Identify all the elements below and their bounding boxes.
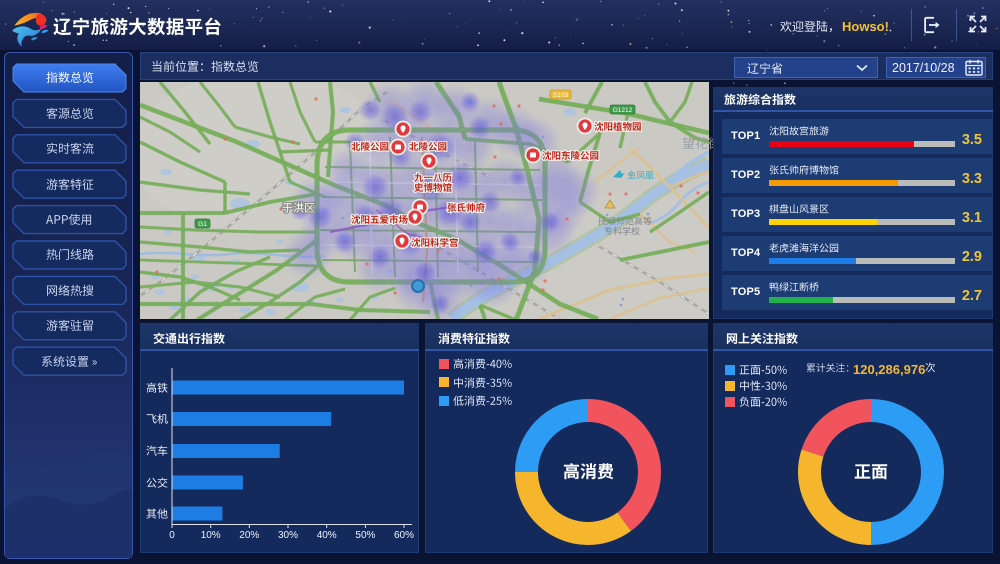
svg-text:0: 0 [169,530,175,541]
svg-text:40%: 40% [317,530,337,541]
svg-text:S103: S103 [553,92,569,99]
svg-text:30%: 30% [278,530,298,541]
svg-text:60%: 60% [394,530,414,541]
svg-text:G1: G1 [198,221,207,228]
svg-text:G1212: G1212 [613,107,633,114]
svg-text:50%: 50% [355,530,375,541]
svg-text:20%: 20% [239,530,259,541]
svg-text:10%: 10% [201,530,221,541]
